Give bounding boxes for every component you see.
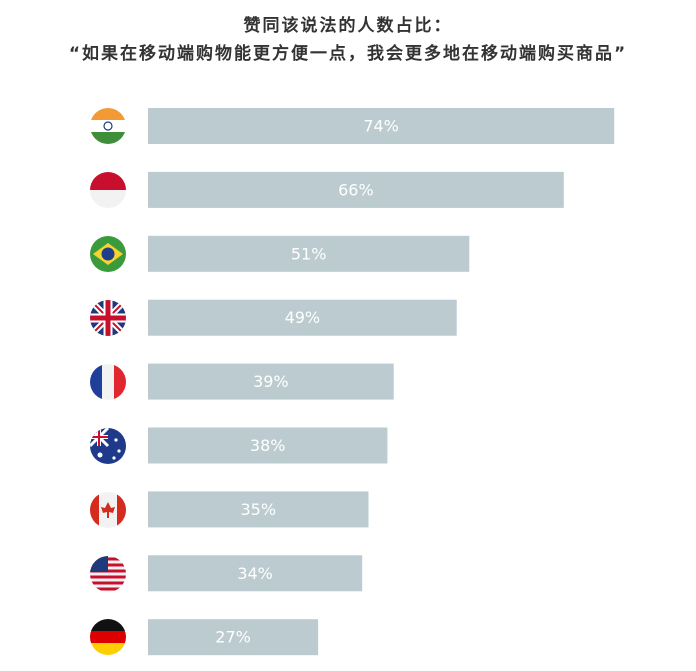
value-label: 66% <box>338 180 374 199</box>
bar <box>148 363 394 400</box>
flag-australia <box>90 428 126 464</box>
value-label: 51% <box>291 244 327 263</box>
bar <box>148 171 564 208</box>
bar <box>148 491 369 528</box>
value-label: 35% <box>240 500 276 519</box>
flag-india <box>90 108 126 144</box>
flag-germany <box>90 619 126 655</box>
flag-france <box>90 364 126 400</box>
flags <box>90 108 126 655</box>
bar <box>148 619 319 656</box>
value-label: 38% <box>250 436 286 455</box>
value-label: 49% <box>285 308 321 327</box>
value-label: 74% <box>363 117 399 136</box>
flag-brazil <box>90 236 126 272</box>
flag-usa <box>90 556 126 592</box>
chart-title: 赞同该说法的人数占比： <box>243 15 453 36</box>
value-label: 39% <box>253 372 289 391</box>
value-label: 34% <box>237 564 273 583</box>
value-label: 27% <box>215 628 251 647</box>
bar <box>148 235 470 272</box>
bar <box>148 427 388 464</box>
flag-uk <box>90 300 126 336</box>
bar <box>148 299 457 336</box>
bar <box>148 108 615 144</box>
bar <box>148 555 363 592</box>
flag-canada <box>90 492 126 528</box>
chart-subtitle: “如果在移动端购物能更方便一点，我会更多地在移动端购买商品” <box>69 43 627 64</box>
flag-indonesia <box>90 172 126 208</box>
